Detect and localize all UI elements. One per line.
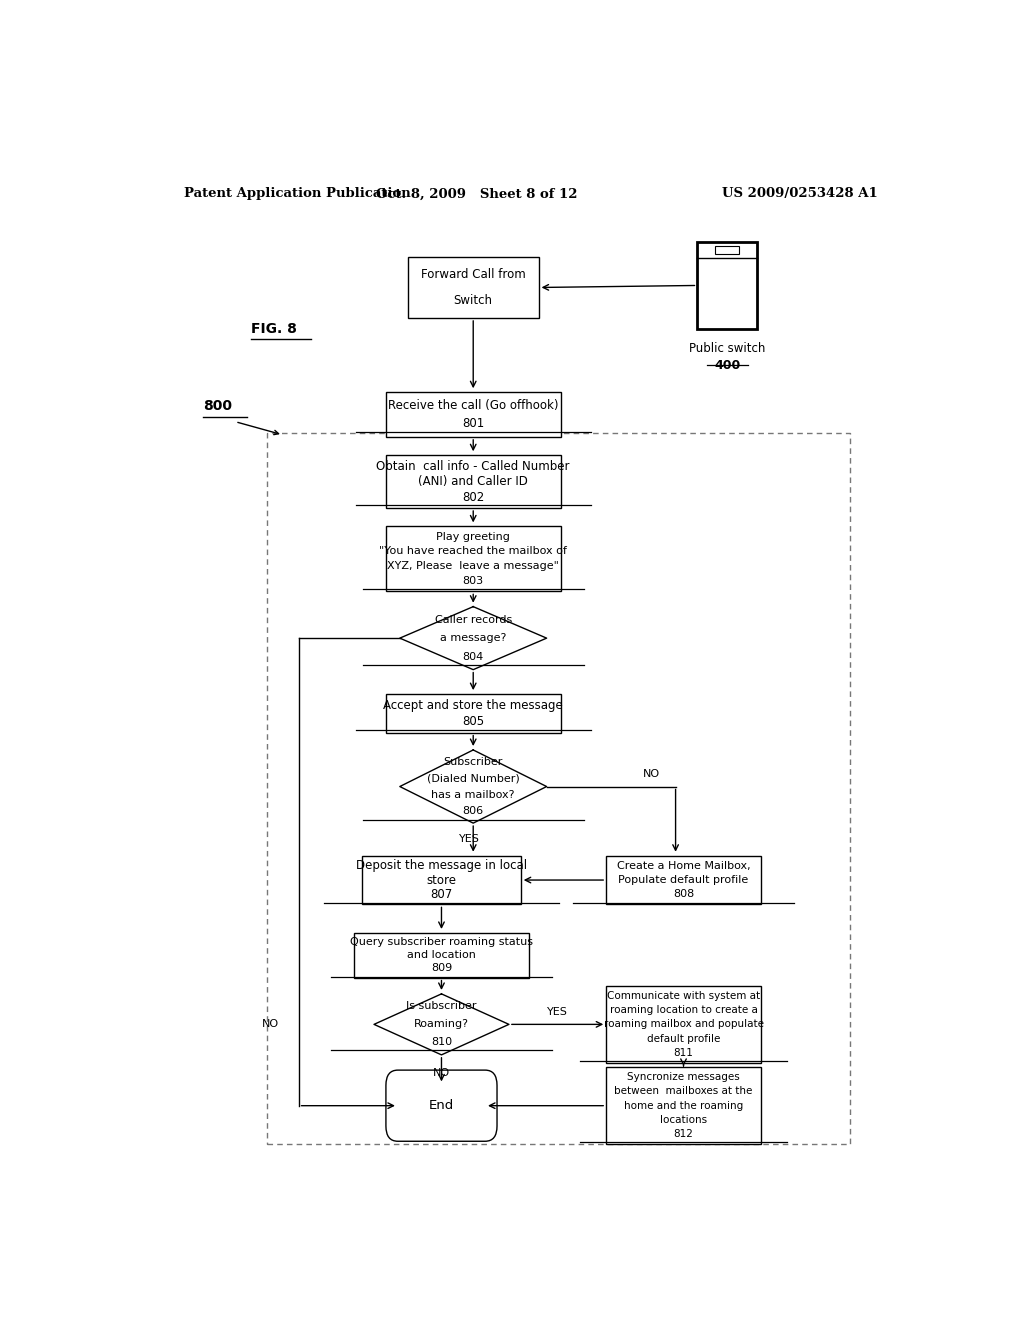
- Text: between  mailboxes at the: between mailboxes at the: [614, 1086, 753, 1097]
- Text: store: store: [426, 874, 457, 887]
- Text: NO: NO: [262, 1019, 279, 1030]
- Text: 801: 801: [462, 417, 484, 430]
- Polygon shape: [374, 994, 509, 1055]
- Text: 400: 400: [714, 359, 740, 372]
- Text: default profile: default profile: [647, 1034, 720, 1044]
- FancyBboxPatch shape: [354, 933, 528, 978]
- Text: Query subscriber roaming status: Query subscriber roaming status: [350, 937, 532, 948]
- Text: 800: 800: [204, 400, 232, 413]
- Text: Patent Application Publication: Patent Application Publication: [183, 187, 411, 201]
- Text: Oct. 8, 2009   Sheet 8 of 12: Oct. 8, 2009 Sheet 8 of 12: [377, 187, 578, 201]
- FancyBboxPatch shape: [386, 694, 560, 733]
- Text: Subscriber: Subscriber: [443, 756, 503, 767]
- FancyBboxPatch shape: [606, 1067, 761, 1144]
- Text: (ANI) and Caller ID: (ANI) and Caller ID: [418, 475, 528, 488]
- FancyBboxPatch shape: [606, 986, 761, 1063]
- Text: Receive the call (Go offhook): Receive the call (Go offhook): [388, 399, 558, 412]
- Text: Forward Call from: Forward Call from: [421, 268, 525, 281]
- Text: NO: NO: [643, 770, 659, 779]
- Text: roaming location to create a: roaming location to create a: [609, 1005, 758, 1015]
- FancyBboxPatch shape: [386, 527, 560, 591]
- Text: FIG. 8: FIG. 8: [251, 322, 297, 337]
- Text: a message?: a message?: [440, 634, 507, 643]
- FancyBboxPatch shape: [386, 455, 560, 508]
- Text: NO: NO: [433, 1068, 450, 1078]
- FancyBboxPatch shape: [715, 246, 739, 255]
- Text: and location: and location: [407, 950, 476, 960]
- Polygon shape: [399, 750, 547, 824]
- Polygon shape: [399, 607, 547, 669]
- FancyBboxPatch shape: [697, 243, 757, 329]
- Text: Play greeting: Play greeting: [436, 532, 510, 541]
- FancyBboxPatch shape: [386, 1071, 497, 1142]
- Text: locations: locations: [659, 1115, 708, 1125]
- Text: 805: 805: [462, 715, 484, 727]
- Text: Caller records: Caller records: [434, 615, 512, 624]
- Text: has a mailbox?: has a mailbox?: [431, 789, 515, 800]
- Bar: [267, 433, 850, 1144]
- Text: Roaming?: Roaming?: [414, 1019, 469, 1030]
- Text: End: End: [429, 1100, 454, 1113]
- Text: 810: 810: [431, 1038, 452, 1047]
- Text: Public switch: Public switch: [689, 342, 765, 355]
- FancyBboxPatch shape: [606, 855, 761, 904]
- Text: (Dialed Number): (Dialed Number): [427, 774, 519, 783]
- Text: 811: 811: [674, 1048, 693, 1059]
- Text: Populate default profile: Populate default profile: [618, 875, 749, 884]
- Text: 802: 802: [462, 491, 484, 504]
- Text: home and the roaming: home and the roaming: [624, 1101, 743, 1110]
- Text: Create a Home Mailbox,: Create a Home Mailbox,: [616, 861, 751, 871]
- Text: roaming mailbox and populate: roaming mailbox and populate: [603, 1019, 764, 1030]
- Text: 804: 804: [463, 652, 484, 661]
- Text: 807: 807: [430, 888, 453, 900]
- Text: Syncronize messages: Syncronize messages: [627, 1072, 740, 1082]
- Text: US 2009/0253428 A1: US 2009/0253428 A1: [722, 187, 878, 201]
- Text: YES: YES: [547, 1007, 568, 1018]
- Text: YES: YES: [459, 834, 479, 845]
- Text: 803: 803: [463, 576, 483, 586]
- Text: XYZ, Please  leave a message": XYZ, Please leave a message": [387, 561, 559, 572]
- Text: Accept and store the message: Accept and store the message: [383, 698, 563, 711]
- Text: Communicate with system at: Communicate with system at: [607, 991, 760, 1001]
- Text: 806: 806: [463, 807, 483, 817]
- Text: 812: 812: [674, 1130, 693, 1139]
- FancyBboxPatch shape: [386, 392, 560, 437]
- Text: Switch: Switch: [454, 293, 493, 306]
- Text: Obtain  call info - Called Number: Obtain call info - Called Number: [377, 459, 570, 473]
- FancyBboxPatch shape: [362, 855, 521, 904]
- Text: Is subscriber: Is subscriber: [407, 1002, 477, 1011]
- FancyBboxPatch shape: [408, 257, 539, 318]
- Text: 809: 809: [431, 964, 453, 973]
- Text: 808: 808: [673, 890, 694, 899]
- Text: "You have reached the mailbox of: "You have reached the mailbox of: [379, 546, 567, 557]
- Text: Deposit the message in local: Deposit the message in local: [356, 859, 527, 873]
